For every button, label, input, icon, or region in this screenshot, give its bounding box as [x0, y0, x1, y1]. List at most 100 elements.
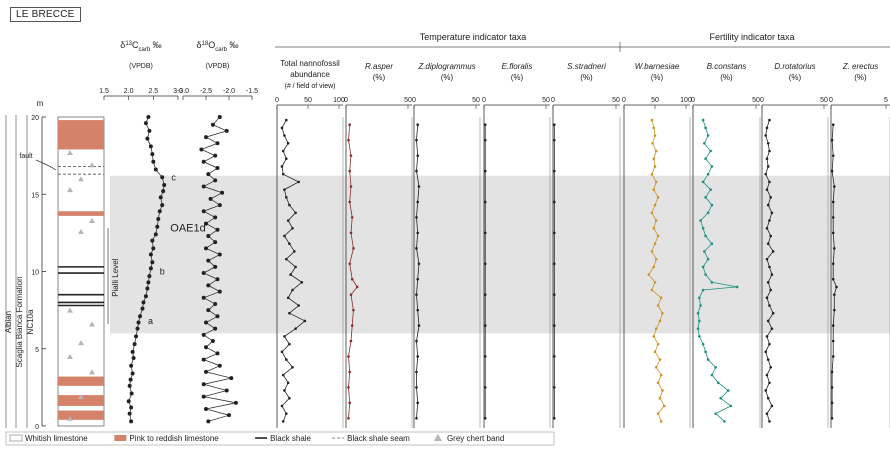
- series-point-zerect: [831, 123, 835, 127]
- series-point-eflor: [483, 262, 487, 266]
- series-point-drot: [764, 389, 768, 392]
- panel-tick-label-wbarn: 100: [680, 97, 692, 104]
- series-point-drot: [766, 141, 770, 145]
- series-point-wbarn: [650, 288, 654, 292]
- chert-band-icon: [78, 340, 84, 346]
- series-point-total: [291, 226, 294, 230]
- series-point-wbarn: [663, 404, 666, 408]
- d13c-point: [147, 274, 152, 279]
- panel-title-wbarn: W.barnesiae: [635, 62, 680, 71]
- series-point-wbarn: [654, 149, 658, 153]
- series-point-zerect: [831, 339, 835, 343]
- series-point-eflor: [483, 416, 487, 420]
- series-point-rasper: [348, 169, 352, 173]
- chert-band-icon: [67, 187, 73, 193]
- d13c-title-part: 13: [125, 41, 132, 47]
- panel-tick-label-zdip: 50: [472, 97, 480, 104]
- series-point-zdip: [416, 308, 420, 312]
- series-point-zerect: [831, 324, 835, 327]
- series-point-total: [281, 172, 285, 176]
- series-point-zdip: [416, 231, 420, 235]
- series-point-zdip: [416, 154, 420, 157]
- series-point-bcons: [696, 327, 700, 330]
- d18o-tick-label: -3.0: [177, 88, 189, 95]
- zone-label: NC10a: [26, 309, 35, 334]
- depth-tick-label: 20: [31, 115, 39, 122]
- series-point-rasper: [348, 370, 352, 374]
- series-point-drot: [769, 196, 772, 199]
- series-point-zerect: [830, 386, 834, 389]
- series-point-zdip: [415, 339, 418, 343]
- d18o-point: [220, 190, 225, 195]
- series-point-total: [283, 335, 286, 338]
- series-point-drot: [766, 358, 770, 361]
- d18o-point: [233, 400, 238, 405]
- series-point-zdip: [417, 324, 421, 327]
- series-point-bcons: [701, 265, 705, 269]
- chert-band-icon: [78, 228, 84, 234]
- d18o-point: [213, 215, 218, 220]
- series-point-rasper: [352, 308, 355, 312]
- d13c-point: [143, 121, 148, 126]
- panel-title-zerect: Z. erectus: [842, 62, 879, 71]
- series-point-drot: [765, 157, 769, 161]
- series-point-bcons: [698, 319, 701, 323]
- series-point-zdip: [415, 138, 418, 142]
- d18o-point: [206, 308, 211, 313]
- series-point-bcons: [701, 342, 705, 346]
- series-point-bcons: [704, 234, 707, 238]
- series-point-wbarn: [656, 234, 660, 238]
- d18o-point: [217, 289, 222, 294]
- series-point-wbarn: [658, 358, 662, 361]
- d18o-axis-title: δ18Ocarb ‰: [197, 40, 239, 53]
- legend-box: [5, 431, 555, 446]
- series-point-wbarn: [653, 165, 657, 168]
- panel-title2-rasper: (%): [373, 73, 386, 82]
- d18o-point: [217, 203, 222, 208]
- series-point-sstrad: [552, 138, 556, 142]
- series-point-rasper: [347, 138, 350, 142]
- panel-title-drot: D.rotatorius: [774, 62, 815, 71]
- d18o-point: [201, 382, 206, 387]
- chert-band-icon: [89, 369, 95, 375]
- oae-shaded-band: [110, 175, 890, 334]
- series-point-rasper: [347, 355, 350, 358]
- series-point-bcons: [706, 134, 710, 137]
- series-point-sstrad: [552, 386, 556, 389]
- legend-label-black_shale: Black shale: [270, 434, 311, 443]
- series-point-rasper: [349, 231, 353, 235]
- series-point-wbarn: [654, 219, 658, 222]
- series-point-zdip: [415, 386, 418, 389]
- series-point-sstrad: [552, 169, 556, 173]
- series-point-zdip: [415, 416, 418, 420]
- series-point-zerect: [831, 262, 835, 266]
- d18o-point: [217, 115, 222, 119]
- d13c-point: [151, 246, 156, 251]
- d18o-point: [217, 252, 222, 257]
- d18o-point: [215, 227, 220, 232]
- series-point-total: [286, 141, 290, 145]
- d18o-point: [229, 376, 234, 381]
- d18o-tick-label: -2.5: [200, 88, 212, 95]
- point-label-c: c: [171, 172, 176, 182]
- depth-tick-label: 5: [35, 347, 39, 354]
- d18o-point: [201, 394, 206, 399]
- series-point-wbarn: [656, 381, 660, 385]
- series-point-rasper: [349, 154, 353, 157]
- series-point-zdip: [415, 370, 418, 374]
- panel-tick-label-bcons: 0: [691, 97, 695, 104]
- d13c-title-part: C: [132, 40, 139, 50]
- panel-tick-label-total: 0: [275, 97, 279, 104]
- series-point-drot: [765, 226, 769, 230]
- series-point-total: [283, 389, 286, 392]
- series-point-bcons: [706, 257, 710, 261]
- series-point-bcons: [709, 149, 712, 153]
- series-point-drot: [768, 381, 771, 385]
- series-point-rasper: [348, 200, 352, 204]
- d18o-point: [215, 351, 220, 356]
- series-point-rasper: [348, 401, 352, 405]
- series-point-total: [288, 342, 291, 346]
- panel-tick-label-zdip: 0: [412, 97, 416, 104]
- panel-title-eflor: E.floralis: [502, 62, 533, 71]
